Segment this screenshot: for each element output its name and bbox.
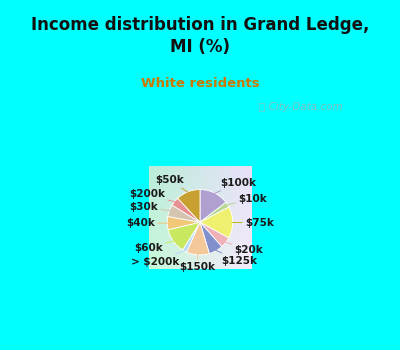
Text: $125k: $125k <box>216 250 258 266</box>
Wedge shape <box>172 198 200 222</box>
Wedge shape <box>168 205 200 222</box>
Wedge shape <box>200 190 226 222</box>
Wedge shape <box>168 222 200 250</box>
Text: $40k: $40k <box>126 218 168 228</box>
Text: $150k: $150k <box>179 254 215 272</box>
Wedge shape <box>183 222 200 252</box>
Wedge shape <box>200 202 229 222</box>
Text: ⓘ City-Data.com: ⓘ City-Data.com <box>259 102 342 112</box>
Wedge shape <box>200 222 229 247</box>
Text: $10k: $10k <box>227 194 267 205</box>
Wedge shape <box>200 222 222 254</box>
Text: $30k: $30k <box>129 202 170 211</box>
Wedge shape <box>200 207 233 238</box>
Text: White residents: White residents <box>141 77 259 90</box>
Text: $75k: $75k <box>232 218 274 228</box>
Text: > $200k: > $200k <box>131 251 185 267</box>
Text: $60k: $60k <box>134 241 174 253</box>
Text: $50k: $50k <box>155 175 188 192</box>
Wedge shape <box>167 216 200 230</box>
Wedge shape <box>178 190 200 222</box>
Text: Income distribution in Grand Ledge,
MI (%): Income distribution in Grand Ledge, MI (… <box>31 16 369 56</box>
Text: $20k: $20k <box>225 242 263 254</box>
Text: $100k: $100k <box>214 178 256 194</box>
Wedge shape <box>186 222 209 255</box>
Text: $200k: $200k <box>129 189 175 202</box>
